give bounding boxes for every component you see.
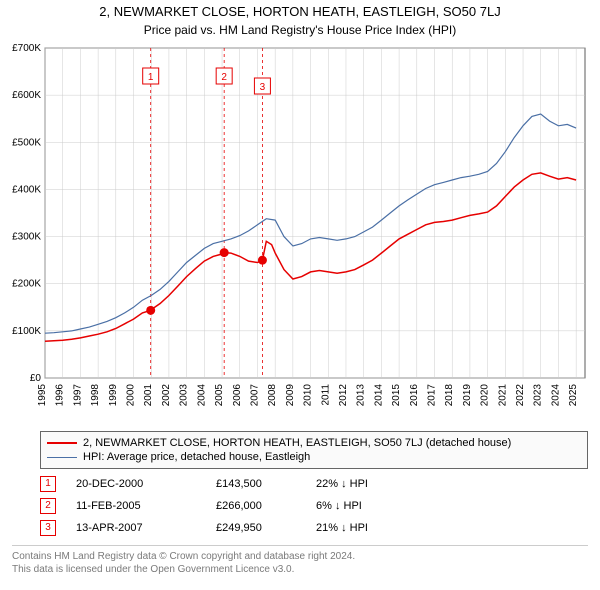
- sale-date: 13-APR-2007: [76, 522, 216, 534]
- sale-dot: [220, 248, 229, 257]
- x-tick-label: 2013: [356, 384, 367, 407]
- legend-label: HPI: Average price, detached house, East…: [83, 451, 310, 463]
- footer-line-1: Contains HM Land Registry data © Crown c…: [12, 550, 588, 563]
- x-tick-label: 1996: [55, 384, 66, 407]
- chart-title: 2, NEWMARKET CLOSE, HORTON HEATH, EASTLE…: [99, 4, 500, 19]
- plot-frame: [45, 48, 585, 378]
- y-tick-label: £100K: [12, 326, 41, 337]
- sale-marker-box: 1: [40, 476, 56, 492]
- sale-diff: 22% ↓ HPI: [316, 478, 436, 490]
- y-tick-label: £500K: [12, 137, 41, 148]
- y-tick-label: £0: [30, 373, 42, 384]
- x-tick-label: 2001: [143, 384, 154, 407]
- x-tick-label: 2000: [126, 384, 137, 407]
- legend-label: 2, NEWMARKET CLOSE, HORTON HEATH, EASTLE…: [83, 437, 511, 449]
- legend-row: 2, NEWMARKET CLOSE, HORTON HEATH, EASTLE…: [47, 436, 581, 450]
- sale-marker-box: 3: [40, 520, 56, 536]
- sale-table: 1 20-DEC-2000£143,50022% ↓ HPI 2 11-FEB-200…: [40, 473, 588, 539]
- x-tick-label: 2017: [427, 384, 438, 407]
- sale-row: 1 20-DEC-2000£143,50022% ↓ HPI: [40, 473, 588, 495]
- y-tick-label: £600K: [12, 90, 41, 101]
- footer: Contains HM Land Registry data © Crown c…: [12, 545, 588, 576]
- y-tick-label: £200K: [12, 279, 41, 290]
- sale-dot: [258, 256, 267, 265]
- sale-diff: 21% ↓ HPI: [316, 522, 436, 534]
- sale-dot: [146, 306, 155, 315]
- sale-diff: 6% ↓ HPI: [316, 500, 436, 512]
- y-tick-label: £700K: [12, 43, 41, 54]
- x-tick-label: 2007: [249, 384, 260, 407]
- x-tick-label: 2022: [515, 384, 526, 407]
- x-tick-label: 2009: [285, 384, 296, 407]
- legend-swatch: [47, 442, 77, 444]
- x-tick-label: 2012: [338, 384, 349, 407]
- x-tick-label: 1997: [72, 384, 83, 407]
- x-tick-label: 2011: [320, 384, 331, 406]
- x-tick-label: 2016: [409, 384, 420, 407]
- x-tick-label: 2019: [462, 384, 473, 407]
- footer-line-2: This data is licensed under the Open Gov…: [12, 563, 588, 576]
- x-tick-label: 2003: [179, 384, 190, 407]
- sale-box-num: 3: [260, 82, 266, 93]
- x-tick-label: 2005: [214, 384, 225, 407]
- x-tick-label: 2018: [444, 384, 455, 407]
- sale-marker-box: 2: [40, 498, 56, 514]
- x-tick-label: 2021: [497, 384, 508, 407]
- chart-subtitle: Price paid vs. HM Land Registry's House …: [144, 23, 456, 37]
- x-tick-label: 2010: [303, 384, 314, 407]
- x-tick-label: 2006: [232, 384, 243, 407]
- x-tick-label: 2024: [550, 384, 561, 407]
- x-tick-label: 2002: [161, 384, 172, 407]
- legend-row: HPI: Average price, detached house, East…: [47, 450, 581, 464]
- sale-row: 3 13-APR-2007£249,95021% ↓ HPI: [40, 517, 588, 539]
- x-tick-label: 2020: [480, 384, 491, 407]
- x-tick-label: 1995: [37, 384, 48, 407]
- sale-box-num: 2: [221, 72, 227, 83]
- x-tick-label: 2015: [391, 384, 402, 407]
- x-tick-label: 2025: [568, 384, 579, 407]
- x-tick-label: 1999: [108, 384, 119, 407]
- chart-area: 2, NEWMARKET CLOSE, HORTON HEATH, EASTLE…: [0, 0, 600, 425]
- sale-box-num: 1: [148, 72, 154, 83]
- x-tick-label: 2004: [196, 384, 207, 407]
- x-tick-label: 2014: [373, 384, 384, 407]
- x-tick-label: 1998: [90, 384, 101, 407]
- sale-price: £249,950: [216, 522, 316, 534]
- sale-price: £143,500: [216, 478, 316, 490]
- sale-date: 11-FEB-2005: [76, 500, 216, 512]
- page-container: 2, NEWMARKET CLOSE, HORTON HEATH, EASTLE…: [0, 0, 600, 576]
- y-tick-label: £300K: [12, 232, 41, 243]
- sale-date: 20-DEC-2000: [76, 478, 216, 490]
- legend-box: 2, NEWMARKET CLOSE, HORTON HEATH, EASTLE…: [40, 431, 588, 469]
- chart-svg: 2, NEWMARKET CLOSE, HORTON HEATH, EASTLE…: [0, 0, 600, 425]
- x-tick-label: 2023: [533, 384, 544, 407]
- sale-price: £266,000: [216, 500, 316, 512]
- x-tick-label: 2008: [267, 384, 278, 407]
- sale-row: 2 11-FEB-2005£266,0006% ↓ HPI: [40, 495, 588, 517]
- y-tick-label: £400K: [12, 184, 41, 195]
- legend-swatch: [47, 457, 77, 458]
